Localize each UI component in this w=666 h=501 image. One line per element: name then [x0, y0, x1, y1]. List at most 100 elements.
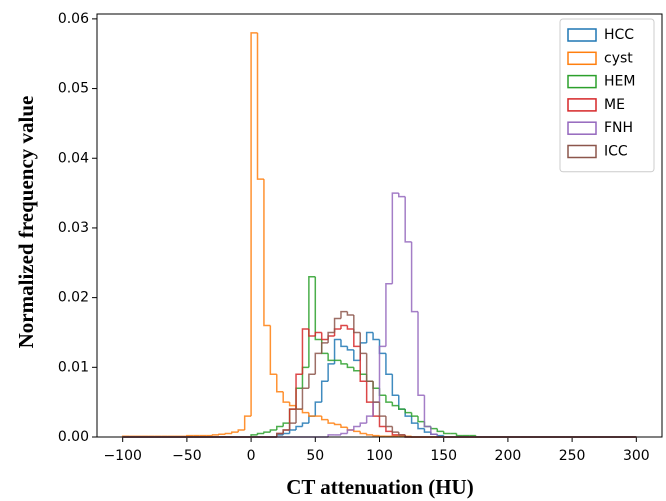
histogram-step — [442, 431, 451, 435]
histogram-step — [365, 415, 374, 424]
histogram-step — [282, 429, 290, 434]
histogram-step — [333, 423, 341, 426]
x-tick-label: −50 — [172, 448, 202, 464]
legend-swatch — [567, 74, 597, 89]
histogram-step — [340, 360, 348, 365]
y-tick-label: 0.02 — [58, 290, 89, 306]
histogram-step — [295, 408, 303, 424]
histogram-step — [301, 422, 309, 427]
legend-swatch — [567, 121, 597, 135]
histogram-step — [353, 430, 361, 433]
histogram-step — [378, 388, 386, 396]
histogram-step — [237, 429, 245, 433]
legend-swatch — [567, 98, 597, 112]
histogram-step — [186, 434, 194, 437]
histogram-step — [282, 391, 290, 403]
histogram-step — [353, 425, 361, 431]
histogram-step — [301, 387, 309, 410]
histogram-step — [282, 432, 290, 435]
histogram-step — [385, 426, 393, 433]
histogram-step — [314, 331, 322, 336]
histogram-step — [378, 345, 386, 403]
histogram-step — [250, 32, 258, 417]
legend-label: ICC — [604, 144, 628, 160]
histogram-step — [308, 275, 316, 368]
histogram-step — [391, 374, 399, 396]
histogram-step — [404, 409, 412, 414]
histogram-step — [256, 32, 264, 180]
histogram-step — [327, 331, 335, 343]
histogram-step — [359, 431, 367, 435]
histogram-step — [391, 426, 399, 433]
histogram-step — [417, 416, 425, 423]
histogram-step — [455, 433, 463, 437]
histogram-step — [340, 424, 348, 428]
x-tick-label: 200 — [495, 448, 522, 464]
x-tick-label: 100 — [366, 448, 393, 464]
histogram-step — [423, 428, 431, 433]
histogram-step — [404, 196, 412, 243]
histogram-step — [346, 325, 354, 330]
histogram-step — [320, 380, 329, 403]
histogram-step — [378, 416, 386, 428]
histogram-step — [436, 434, 444, 437]
histogram-step — [327, 434, 335, 437]
histogram-step — [365, 374, 374, 382]
histogram-step — [288, 422, 297, 431]
histogram-step — [372, 402, 380, 417]
histogram-step — [385, 416, 393, 428]
legend-label: HEM — [604, 74, 635, 90]
histogram-step — [410, 412, 419, 417]
histogram-step — [353, 315, 361, 334]
histogram-step — [224, 432, 232, 435]
histogram-step — [359, 332, 367, 355]
histogram-step — [295, 425, 303, 431]
plot-frame — [96, 13, 663, 438]
histogram-step — [340, 324, 348, 329]
histogram-step — [211, 434, 219, 436]
histogram-step — [218, 433, 226, 435]
histogram-step — [340, 339, 348, 348]
histogram-step — [372, 434, 380, 437]
histogram-step — [372, 332, 380, 341]
x-tick-label: 250 — [559, 448, 586, 464]
histogram-step — [353, 367, 361, 372]
x-tick-label: 50 — [306, 448, 324, 464]
histogram-step — [288, 408, 297, 431]
histogram-step — [359, 342, 367, 361]
histogram-step — [288, 408, 297, 424]
histogram-step — [269, 429, 277, 433]
histogram-step — [314, 352, 322, 375]
histogram-step — [282, 422, 290, 427]
legend-label: FNH — [604, 120, 633, 136]
histogram-step — [391, 192, 399, 284]
histogram-step — [385, 353, 393, 376]
histogram-step — [333, 328, 341, 336]
histogram-step — [340, 432, 348, 435]
histogram-step — [365, 353, 374, 382]
histogram-step — [391, 402, 399, 407]
histogram-step — [346, 429, 354, 434]
histogram-step — [359, 370, 367, 376]
histogram-step — [276, 425, 284, 431]
histogram-step — [430, 426, 438, 435]
histogram-step — [295, 373, 303, 410]
histogram-step — [301, 328, 309, 375]
histogram-step — [333, 317, 341, 333]
histogram-step — [263, 179, 271, 327]
x-tick-label: 300 — [623, 448, 650, 464]
histogram-step — [308, 412, 316, 417]
histogram-step — [263, 431, 271, 434]
histogram-step — [301, 409, 309, 414]
histogram-step — [314, 276, 322, 341]
histogram-step — [436, 428, 444, 433]
y-axis-title: Normalized frequency value — [14, 96, 38, 349]
histogram-step — [333, 338, 341, 364]
histogram-step — [256, 432, 264, 435]
histogram-step — [378, 402, 386, 417]
histogram-step — [288, 402, 297, 407]
histogram-step — [365, 381, 374, 403]
histogram-step — [372, 381, 380, 389]
y-tick-label: 0.06 — [58, 11, 89, 27]
